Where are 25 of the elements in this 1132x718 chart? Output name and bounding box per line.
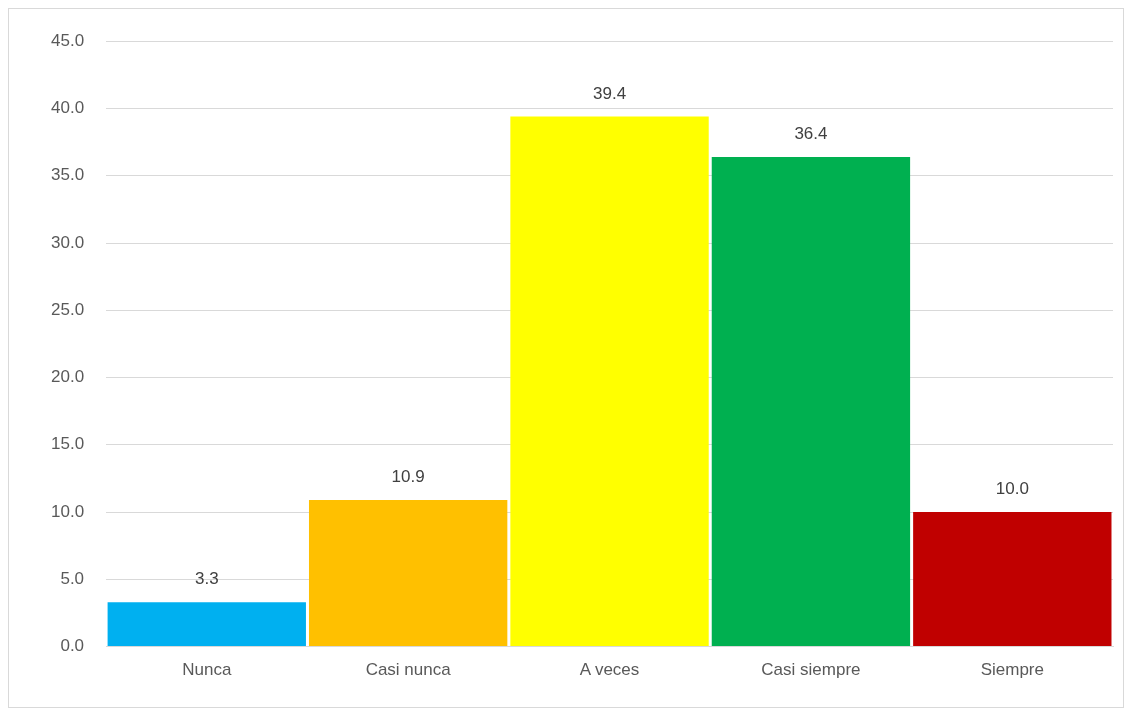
- data-label: 10.9: [391, 467, 425, 487]
- x-tick-label: Siempre: [980, 660, 1044, 680]
- x-tick-label: Casi siempre: [761, 660, 861, 680]
- y-tick-label: 25.0: [50, 299, 85, 319]
- data-label: 39.4: [593, 83, 627, 103]
- x-tick-label: A veces: [579, 660, 640, 680]
- y-tick-label: 30.0: [50, 232, 85, 252]
- y-tick-label: 45.0: [50, 30, 85, 50]
- bar: [711, 156, 911, 647]
- data-label: 3.3: [194, 569, 219, 589]
- y-tick-label: 0.0: [60, 636, 85, 656]
- bar: [107, 602, 306, 647]
- y-tick-label: 5.0: [60, 569, 85, 589]
- bar: [308, 499, 508, 647]
- bar: [913, 512, 1112, 647]
- x-tick-label: Casi nunca: [365, 660, 452, 680]
- data-label: 10.0: [995, 479, 1029, 499]
- y-tick-label: 35.0: [50, 165, 85, 185]
- bar: [510, 116, 709, 647]
- y-tick-label: 10.0: [50, 501, 85, 521]
- x-tick-label: Nunca: [182, 660, 232, 680]
- y-tick-label: 15.0: [50, 434, 85, 454]
- y-tick-label: 20.0: [50, 367, 85, 387]
- data-label: 36.4: [794, 124, 828, 144]
- y-tick-label: 40.0: [50, 98, 85, 118]
